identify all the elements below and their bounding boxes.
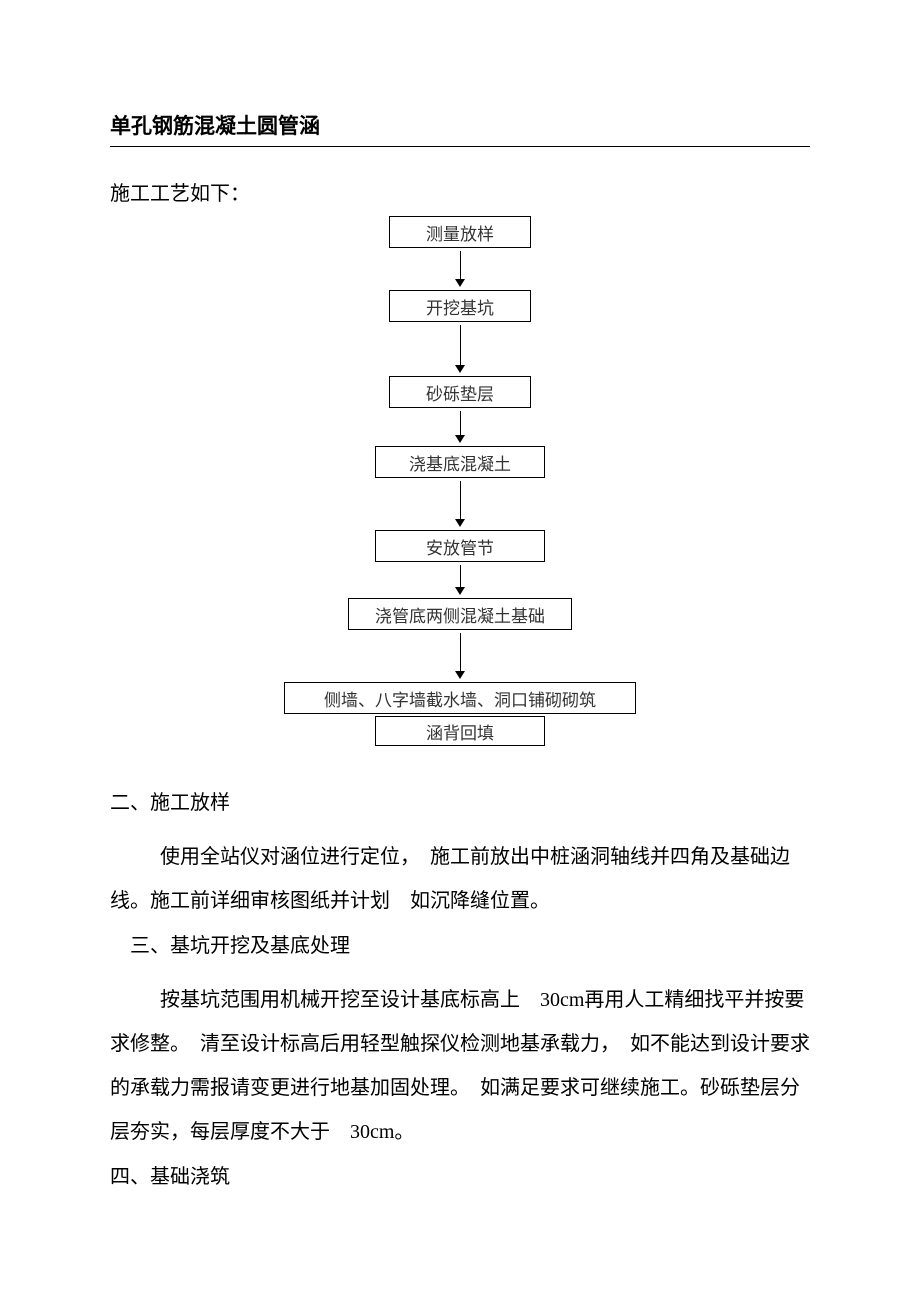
- flowchart: 测量放样开挖基坑砂砾垫层浇基底混凝土安放管节浇管底两侧混凝土基础侧墙、八字墙截水…: [110, 216, 810, 746]
- flow-node: 浇基底混凝土: [375, 446, 545, 478]
- title-block: 单孔钢筋混凝土圆管涵: [110, 110, 810, 147]
- flow-node: 涵背回填: [375, 716, 545, 746]
- title-underline: [110, 146, 810, 147]
- flow-node: 侧墙、八字墙截水墙、洞口铺砌砌筑: [284, 682, 636, 714]
- section-heading: 二、施工放样: [110, 786, 810, 815]
- intro-text: 施工工艺如下：: [110, 177, 810, 206]
- flow-node-label: 浇基底混凝土: [409, 450, 511, 475]
- flow-arrow: [455, 325, 465, 373]
- flow-node-label: 砂砾垫层: [426, 380, 494, 405]
- flow-arrow: [455, 481, 465, 527]
- flow-node-label: 测量放样: [426, 220, 494, 245]
- body-paragraph: 使用全站仪对涵位进行定位， 施工前放出中桩涵洞轴线并四角及基础边线。施工前详细审…: [110, 835, 810, 923]
- flow-arrow: [455, 565, 465, 595]
- flow-node-label: 浇管底两侧混凝土基础: [375, 602, 545, 627]
- flow-arrow: [455, 411, 465, 443]
- flow-node: 砂砾垫层: [389, 376, 531, 408]
- flow-node-label: 侧墙、八字墙截水墙、洞口铺砌砌筑: [324, 686, 596, 711]
- flow-node-label: 涵背回填: [426, 719, 494, 744]
- flow-node: 开挖基坑: [389, 290, 531, 322]
- flow-arrow: [455, 251, 465, 287]
- section-heading: 四、基础浇筑: [110, 1160, 810, 1189]
- flow-arrow: [455, 633, 465, 679]
- flow-node: 浇管底两侧混凝土基础: [348, 598, 572, 630]
- section-heading: 三、基坑开挖及基底处理: [110, 929, 810, 958]
- flow-node-label: 安放管节: [426, 534, 494, 559]
- flow-node: 测量放样: [389, 216, 531, 248]
- body-paragraph: 按基坑范围用机械开挖至设计基底标高上 30cm再用人工精细找平并按要求修整。 清…: [110, 978, 810, 1154]
- flow-node: 安放管节: [375, 530, 545, 562]
- sections: 二、施工放样使用全站仪对涵位进行定位， 施工前放出中桩涵洞轴线并四角及基础边线。…: [110, 786, 810, 1189]
- flow-node-label: 开挖基坑: [426, 294, 494, 319]
- doc-title: 单孔钢筋混凝土圆管涵: [110, 114, 320, 138]
